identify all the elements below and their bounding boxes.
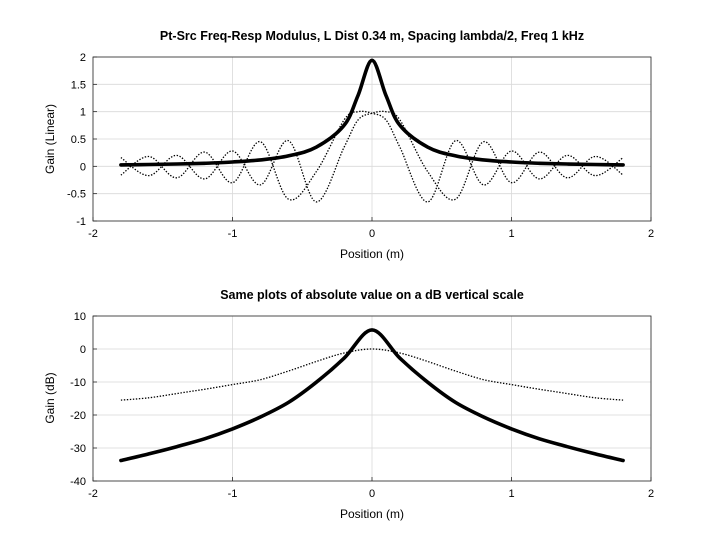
x-tick-label: -1	[228, 488, 238, 500]
y-tick-label: -20	[70, 410, 86, 422]
x-tick-label: -2	[88, 488, 98, 500]
chart-top-ylabel: Gain (Linear)	[43, 104, 57, 174]
x-tick-label: 1	[508, 228, 514, 240]
y-tick-label: -0.5	[67, 189, 86, 201]
chart-bottom-title: Same plots of absolute value on a dB ver…	[220, 288, 524, 302]
y-tick-label: 1	[80, 107, 86, 119]
x-tick-label: 2	[648, 488, 654, 500]
series-line-2	[120, 348, 624, 401]
chart-bottom-series	[119, 328, 625, 463]
series-line-1	[119, 58, 625, 167]
chart-bottom-grid	[92, 315, 652, 482]
x-tick-label: 0	[369, 228, 375, 240]
chart-top-ticks: -2 -1 0 1 2-1-0.500.511.52	[67, 52, 654, 240]
y-tick-label: 10	[74, 311, 86, 323]
chart-bottom-ylabel: Gain (dB)	[43, 372, 57, 423]
chart-top: Pt-Src Freq-Resp Modulus, L Dist 0.34 m,…	[43, 29, 654, 261]
x-tick-label: -2	[88, 228, 98, 240]
y-tick-label: -10	[70, 377, 86, 389]
chart-top-series	[119, 58, 625, 203]
series-line-3	[120, 110, 624, 203]
y-tick-label: 0.5	[71, 134, 86, 146]
chart-bottom: Same plots of absolute value on a dB ver…	[43, 288, 654, 521]
x-tick-label: 0	[369, 488, 375, 500]
chart-top-xlabel: Position (m)	[340, 247, 404, 261]
chart-top-grid	[92, 56, 652, 222]
chart-bottom-axes-frame	[92, 315, 652, 482]
y-tick-label: 0	[80, 161, 86, 173]
y-tick-label: -40	[70, 476, 86, 488]
y-tick-label: 0	[80, 344, 86, 356]
chart-top-axes-frame	[92, 56, 652, 222]
x-tick-label: 2	[648, 228, 654, 240]
chart-bottom-xlabel: Position (m)	[340, 507, 404, 521]
y-tick-label: 2	[80, 52, 86, 64]
y-tick-label: 1.5	[71, 79, 86, 91]
y-tick-label: -30	[70, 443, 86, 455]
series-line-1	[119, 328, 625, 463]
y-tick-label: -1	[76, 216, 86, 228]
chart-top-title: Pt-Src Freq-Resp Modulus, L Dist 0.34 m,…	[160, 29, 584, 43]
x-tick-label: -1	[228, 228, 238, 240]
x-tick-label: 1	[508, 488, 514, 500]
